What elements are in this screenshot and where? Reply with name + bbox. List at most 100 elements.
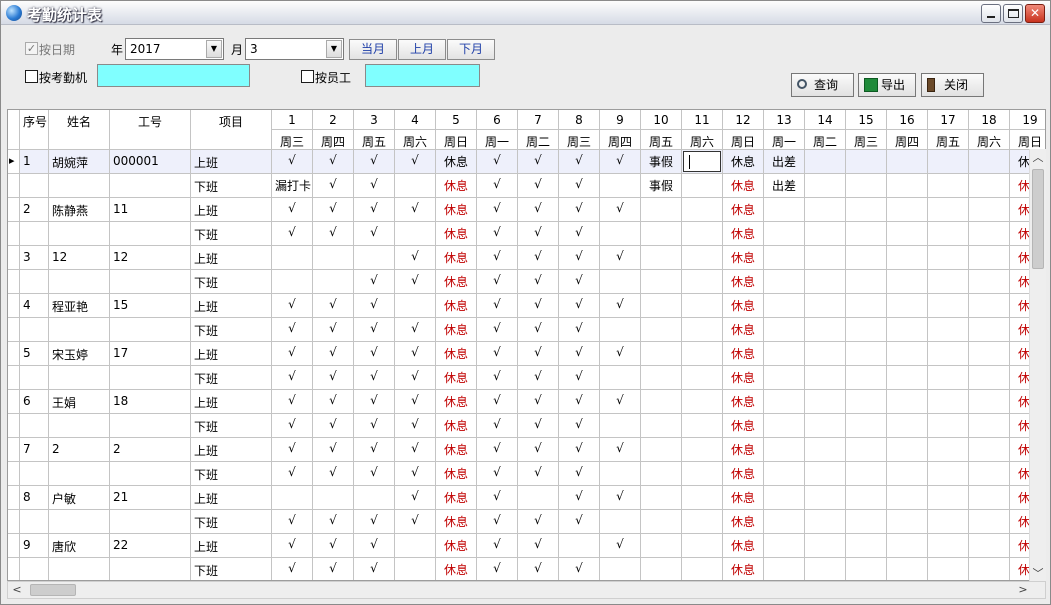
attendance-cell[interactable]	[846, 318, 887, 342]
current-month-button[interactable]: 当月	[349, 39, 397, 60]
attendance-cell[interactable]: 休息	[723, 222, 764, 246]
scroll-thumb[interactable]	[1032, 169, 1044, 269]
attendance-cell[interactable]: √	[559, 150, 600, 174]
attendance-cell[interactable]	[805, 270, 846, 294]
attendance-cell[interactable]: √	[518, 294, 559, 318]
info-cell[interactable]: 15	[110, 294, 191, 318]
attendance-cell[interactable]: √	[477, 198, 518, 222]
info-cell[interactable]	[110, 222, 191, 246]
attendance-cell[interactable]: √	[313, 534, 354, 558]
attendance-cell[interactable]: √	[518, 462, 559, 486]
info-cell[interactable]: 下班	[191, 510, 272, 534]
attendance-cell[interactable]: 休息	[723, 198, 764, 222]
attendance-cell[interactable]: √	[518, 150, 559, 174]
attendance-cell[interactable]	[846, 462, 887, 486]
attendance-cell[interactable]	[641, 270, 682, 294]
scroll-left-arrow[interactable]: <	[12, 583, 22, 596]
attendance-cell[interactable]: √	[313, 558, 354, 580]
attendance-cell[interactable]	[682, 198, 723, 222]
attendance-cell[interactable]	[805, 222, 846, 246]
attendance-cell[interactable]	[969, 462, 1010, 486]
info-cell[interactable]: 1	[20, 150, 49, 174]
attendance-cell[interactable]: √	[559, 486, 600, 510]
info-cell[interactable]: 2	[20, 198, 49, 222]
attendance-cell[interactable]	[846, 486, 887, 510]
info-cell[interactable]: 下班	[191, 558, 272, 580]
attendance-cell[interactable]: √	[477, 246, 518, 270]
info-cell[interactable]	[49, 318, 110, 342]
attendance-cell[interactable]	[641, 462, 682, 486]
attendance-cell[interactable]: 休息	[723, 390, 764, 414]
attendance-cell[interactable]	[682, 510, 723, 534]
attendance-cell[interactable]	[928, 438, 969, 462]
attendance-cell[interactable]: √	[354, 270, 395, 294]
attendance-cell[interactable]: √	[354, 510, 395, 534]
attendance-cell[interactable]	[313, 270, 354, 294]
info-cell[interactable]: 12	[110, 246, 191, 270]
attendance-cell[interactable]: 事假	[641, 174, 682, 198]
attendance-cell[interactable]: 休息	[723, 318, 764, 342]
attendance-cell[interactable]: √	[600, 438, 641, 462]
attendance-cell[interactable]: 休息	[436, 558, 477, 580]
attendance-cell[interactable]	[887, 198, 928, 222]
attendance-cell[interactable]	[805, 558, 846, 580]
scroll-up-arrow[interactable]: ︿	[1032, 151, 1044, 164]
info-cell[interactable]: 下班	[191, 366, 272, 390]
attendance-cell[interactable]	[928, 222, 969, 246]
attendance-cell[interactable]	[928, 294, 969, 318]
row-indicator[interactable]	[8, 222, 20, 246]
attendance-cell[interactable]	[764, 510, 805, 534]
attendance-cell[interactable]	[764, 342, 805, 366]
attendance-cell[interactable]	[395, 174, 436, 198]
attendance-cell[interactable]: 休息	[436, 246, 477, 270]
attendance-cell[interactable]: √	[354, 534, 395, 558]
info-cell[interactable]: 唐欣	[49, 534, 110, 558]
row-indicator[interactable]	[8, 558, 20, 580]
attendance-cell[interactable]	[969, 318, 1010, 342]
attendance-cell[interactable]: √	[272, 222, 313, 246]
attendance-cell[interactable]: 休息	[436, 462, 477, 486]
info-cell[interactable]: 上班	[191, 246, 272, 270]
attendance-cell[interactable]	[846, 558, 887, 580]
attendance-cell[interactable]: √	[354, 366, 395, 390]
attendance-cell[interactable]: 休息	[723, 174, 764, 198]
info-cell[interactable]: 2	[110, 438, 191, 462]
year-select[interactable]: 2017 ▼	[125, 38, 224, 60]
attendance-cell[interactable]	[805, 198, 846, 222]
attendance-cell[interactable]	[805, 510, 846, 534]
attendance-cell[interactable]	[600, 366, 641, 390]
attendance-cell[interactable]	[600, 414, 641, 438]
attendance-cell[interactable]	[887, 150, 928, 174]
attendance-cell[interactable]: √	[600, 246, 641, 270]
attendance-cell[interactable]: √	[395, 198, 436, 222]
attendance-cell[interactable]	[764, 222, 805, 246]
attendance-cell[interactable]: 休息	[436, 342, 477, 366]
info-cell[interactable]: 下班	[191, 270, 272, 294]
attendance-cell[interactable]: √	[559, 198, 600, 222]
attendance-cell[interactable]	[887, 366, 928, 390]
attendance-cell[interactable]	[928, 510, 969, 534]
attendance-cell[interactable]	[928, 174, 969, 198]
info-cell[interactable]: 上班	[191, 486, 272, 510]
attendance-cell[interactable]: √	[395, 150, 436, 174]
by-employee-checkbox[interactable]	[301, 70, 314, 83]
info-cell[interactable]	[110, 414, 191, 438]
attendance-cell[interactable]: √	[354, 294, 395, 318]
info-cell[interactable]: 21	[110, 486, 191, 510]
row-indicator[interactable]	[8, 510, 20, 534]
attendance-cell[interactable]	[805, 246, 846, 270]
attendance-cell[interactable]: √	[600, 486, 641, 510]
attendance-cell[interactable]	[846, 150, 887, 174]
attendance-cell[interactable]	[764, 294, 805, 318]
attendance-cell[interactable]: √	[395, 462, 436, 486]
attendance-cell[interactable]: √	[600, 294, 641, 318]
info-cell[interactable]	[110, 174, 191, 198]
attendance-cell[interactable]: 休息	[436, 534, 477, 558]
attendance-cell[interactable]	[846, 246, 887, 270]
attendance-cell[interactable]: 休息	[436, 270, 477, 294]
attendance-cell[interactable]: √	[518, 246, 559, 270]
attendance-cell[interactable]: 休息	[723, 150, 764, 174]
attendance-cell[interactable]	[969, 342, 1010, 366]
attendance-cell[interactable]	[764, 462, 805, 486]
attendance-cell[interactable]: √	[600, 534, 641, 558]
